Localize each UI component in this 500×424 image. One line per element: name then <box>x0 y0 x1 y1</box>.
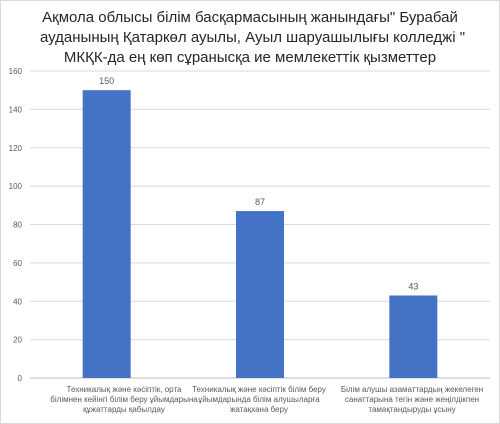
y-tick-label: 40 <box>13 297 22 306</box>
data-label: 43 <box>408 281 418 291</box>
x-label-category-2-line-2: ұйымдарында білім алушыларға <box>198 395 320 404</box>
y-tick-label: 80 <box>13 221 22 230</box>
x-label-category-3-line-1: Білім алушы азаматтардың жекелеген <box>340 385 484 394</box>
x-label-category-2-line-1: Техникалық және кәсіптік білім беру <box>192 385 326 394</box>
x-label-category-2: Техникалық және кәсіптік білім беру ұйым… <box>184 385 334 415</box>
x-label-category-1: Техникалық және кәсіптік, орта білімнен … <box>49 385 199 415</box>
x-label-category-3: Білім алушы азаматтардың жекелеген санат… <box>337 385 487 415</box>
data-label: 150 <box>99 76 114 86</box>
chart-title: Ақмола облысы білім басқармасының жанынд… <box>40 8 466 68</box>
y-tick-label: 100 <box>9 182 23 191</box>
bar <box>82 90 131 378</box>
x-label-category-1-line-2: білімнен кейінгі білім беру ұйымдарына <box>50 395 198 404</box>
data-label: 87 <box>255 197 265 207</box>
x-label-category-1-line-3: құжаттарды қабылдау <box>83 405 165 414</box>
y-tick-label: 60 <box>13 259 22 268</box>
x-label-category-3-line-3: тамақтандыруды ұсыну <box>368 405 456 414</box>
chart-title-line-3: МКҚК-да ең көп сұранысқа ие мемлекеттік … <box>63 49 437 66</box>
bar <box>389 295 438 378</box>
chart-title-line-1: Ақмола облысы білім басқармасының жанынд… <box>42 9 458 26</box>
y-tick-label: 20 <box>13 336 22 345</box>
x-label-category-1-line-1: Техникалық және кәсіптік, орта <box>66 385 182 394</box>
y-tick-label: 0 <box>18 374 23 383</box>
y-tick-label: 160 <box>9 67 23 76</box>
y-tick-label: 140 <box>9 105 23 114</box>
y-tick-label: 120 <box>9 144 23 153</box>
bar <box>236 211 284 378</box>
x-label-category-2-line-3: жатақхана беру <box>230 405 288 414</box>
chart-title-line-2: ауданының Қатаркөл ауылы, Ауыл шаруашылы… <box>40 29 466 46</box>
x-label-category-3-line-2: санаттарына тегін және жеңілдікпен <box>344 395 480 404</box>
